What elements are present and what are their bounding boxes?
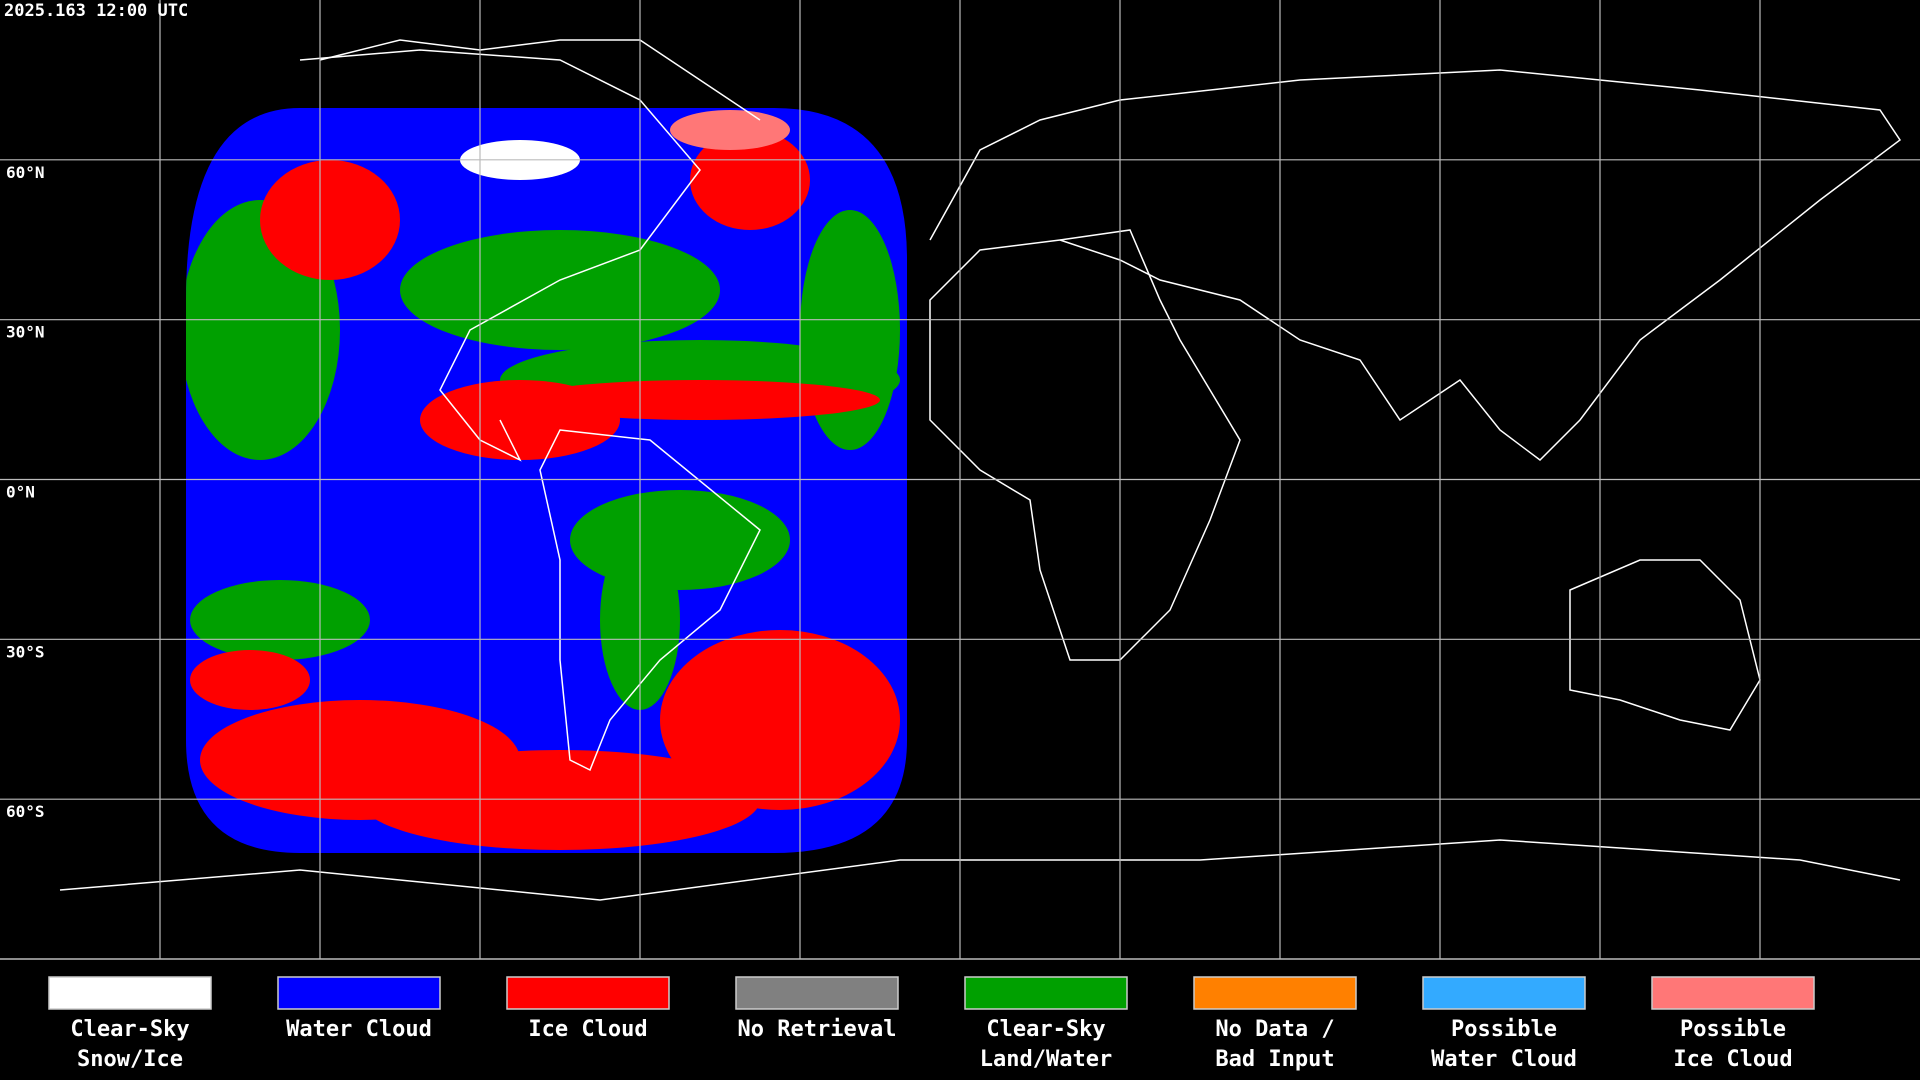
- legend-label: Bad Input: [1215, 1047, 1334, 1072]
- latitude-label: 60°N: [6, 163, 45, 182]
- legend: Clear-Sky Snow/Ice Water Cloud Ice Cloud No …: [48, 976, 1815, 1072]
- legend-swatch: [506, 976, 670, 1010]
- legend-swatch: [1422, 976, 1586, 1010]
- legend-swatch: [277, 976, 441, 1010]
- legend-label: Water Cloud: [1431, 1047, 1577, 1072]
- latitude-label: 60°S: [6, 802, 45, 821]
- legend-label: No Retrieval: [738, 1017, 897, 1042]
- graticule: 60°N 30°N 0°N 30°S 60°S: [0, 0, 1920, 959]
- legend-swatch: [1193, 976, 1357, 1010]
- legend-label: Land/Water: [980, 1047, 1112, 1072]
- legend-label: Possible: [1680, 1017, 1786, 1042]
- legend-label: Clear-Sky: [70, 1017, 189, 1042]
- legend-label: Water Cloud: [286, 1017, 432, 1042]
- timestamp: 2025.163 12:00 UTC: [4, 1, 188, 21]
- legend-swatch: [964, 976, 1128, 1010]
- cloud-imagery: [186, 108, 907, 853]
- legend-swatch: [735, 976, 899, 1010]
- legend-swatch: [48, 976, 212, 1010]
- legend-swatch: [1651, 976, 1815, 1010]
- legend-label: Clear-Sky: [986, 1017, 1105, 1042]
- latitude-label: 0°N: [6, 483, 35, 502]
- legend-label: No Data /: [1215, 1017, 1334, 1042]
- latitude-label: 30°S: [6, 642, 45, 661]
- legend-label: Ice Cloud: [1673, 1047, 1792, 1072]
- legend-label: Snow/Ice: [77, 1047, 183, 1072]
- legend-label: Possible: [1451, 1017, 1557, 1042]
- legend-label: Ice Cloud: [528, 1017, 647, 1042]
- latitude-label: 30°N: [6, 323, 45, 342]
